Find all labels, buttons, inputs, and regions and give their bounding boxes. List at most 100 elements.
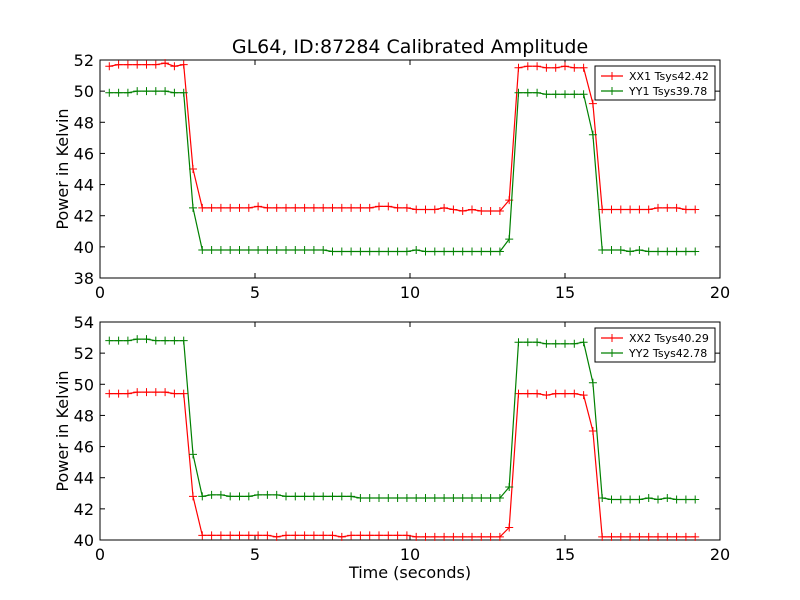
data-point	[114, 88, 123, 97]
legend: XX1 Tsys42.42 YY1 Tsys39.78	[594, 65, 716, 101]
y-axis-label: Power in Kelvin	[53, 370, 72, 491]
data-point	[254, 245, 263, 254]
data-point	[579, 63, 588, 72]
data-point	[347, 247, 356, 256]
data-point	[282, 531, 290, 540]
data-point	[412, 532, 421, 541]
data-point	[551, 90, 560, 99]
data-point	[319, 492, 328, 501]
y-tick-label: 40	[74, 531, 94, 550]
data-point	[142, 335, 151, 344]
data-point	[337, 247, 346, 256]
data-point	[207, 245, 216, 254]
legend-marker	[608, 87, 616, 95]
data-point	[142, 388, 151, 397]
data-point	[244, 245, 253, 254]
data-point	[654, 247, 662, 256]
data-point	[347, 203, 356, 212]
data-point	[291, 531, 300, 540]
data-point	[458, 532, 467, 541]
data-point	[635, 245, 644, 254]
x-axis-label: Time (seconds)	[348, 563, 471, 582]
data-point	[254, 202, 263, 211]
data-point	[123, 60, 132, 69]
data-point	[235, 492, 244, 501]
data-point	[393, 203, 402, 212]
y-tick-label: 44	[74, 469, 94, 488]
data-point	[570, 389, 579, 398]
data-point	[254, 490, 263, 499]
data-point	[421, 493, 430, 502]
data-point	[533, 389, 542, 398]
x-tick-label: 0	[95, 545, 105, 564]
data-point	[626, 532, 635, 541]
data-point	[579, 391, 588, 400]
data-point	[272, 490, 281, 499]
data-point	[384, 531, 393, 540]
data-point	[375, 247, 383, 256]
data-point	[170, 88, 179, 97]
data-point	[654, 495, 662, 504]
data-point	[533, 62, 542, 71]
data-point	[486, 207, 495, 216]
x-tick-label: 5	[250, 545, 260, 564]
data-point	[681, 532, 690, 541]
y-tick-label: 42	[74, 500, 94, 519]
data-point	[523, 62, 532, 71]
data-point	[337, 532, 346, 541]
data-point	[393, 493, 402, 502]
data-point	[514, 63, 523, 72]
data-point	[607, 495, 616, 504]
data-point	[570, 339, 579, 348]
data-point	[691, 532, 700, 541]
data-point	[300, 492, 309, 501]
data-point	[123, 336, 132, 345]
data-point	[551, 339, 560, 348]
data-point	[235, 531, 244, 540]
data-point	[226, 203, 235, 212]
data-point	[133, 87, 142, 96]
data-point	[570, 63, 579, 72]
data-point	[505, 523, 514, 532]
data-point	[598, 532, 607, 541]
data-point	[468, 532, 476, 541]
legend-label: YY1 Tsys39.78	[628, 85, 707, 98]
data-point	[170, 389, 179, 398]
data-point	[337, 492, 346, 501]
data-point	[347, 492, 356, 501]
data-point	[616, 532, 625, 541]
data-point	[189, 203, 197, 212]
data-point	[430, 205, 439, 214]
y-tick-label: 46	[74, 438, 94, 457]
series-2	[105, 335, 700, 504]
data-point	[309, 531, 318, 540]
data-point	[198, 245, 207, 254]
legend-box	[594, 327, 716, 363]
data-point	[226, 245, 235, 254]
data-point	[328, 247, 337, 256]
data-point	[161, 59, 170, 68]
data-point	[309, 203, 318, 212]
data-point	[616, 245, 625, 254]
data-point	[691, 205, 700, 214]
data-point	[449, 247, 458, 256]
data-point	[542, 391, 551, 400]
y-tick-label: 46	[74, 144, 94, 163]
data-point	[216, 245, 225, 254]
data-point	[402, 493, 411, 502]
data-point	[114, 336, 123, 345]
data-point	[393, 247, 402, 256]
data-point	[421, 247, 430, 256]
data-point	[263, 531, 272, 540]
data-point	[142, 87, 151, 96]
data-point	[635, 495, 644, 504]
data-point	[235, 203, 244, 212]
data-point	[207, 203, 216, 212]
legend-label: XX1 Tsys42.42	[629, 70, 709, 83]
data-point	[654, 532, 662, 541]
data-point	[328, 203, 337, 212]
data-point	[319, 531, 328, 540]
data-point	[151, 60, 160, 69]
data-point	[402, 247, 411, 256]
data-point	[105, 389, 114, 398]
